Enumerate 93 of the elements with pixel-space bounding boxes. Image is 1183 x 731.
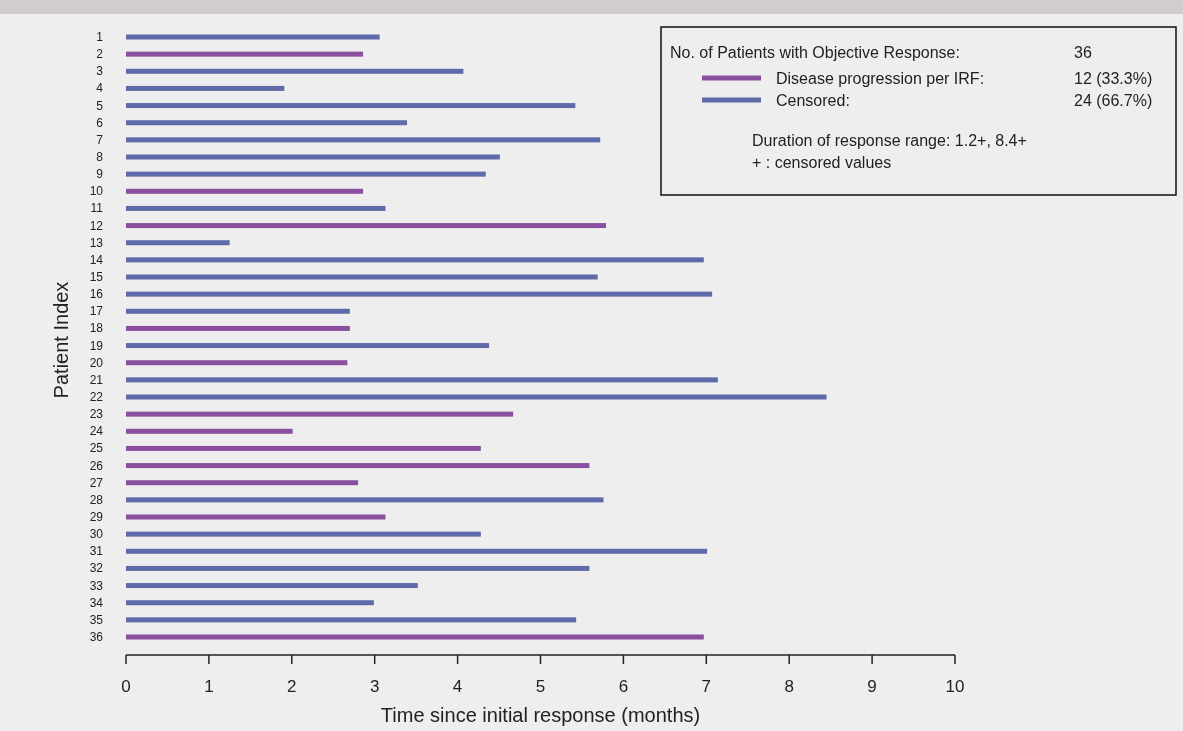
bar [126, 51, 364, 57]
bar [126, 463, 590, 469]
y-tick-label: 20 [89, 355, 104, 370]
text: 24 (66.7%) [1074, 92, 1153, 109]
y-tick-label: 3 [96, 64, 104, 79]
x-tick-label: 2 [287, 677, 297, 696]
legend-label: Censored: [776, 92, 850, 109]
x-tick-label: 0 [121, 677, 131, 696]
y-tick-label: 27 [89, 475, 104, 490]
y-tick-label: 17 [89, 304, 104, 319]
bar [126, 377, 718, 383]
y-tick-label: 19 [89, 338, 104, 353]
y-tick-label: 30 [89, 527, 104, 542]
y-tick-label: 32 [89, 561, 104, 576]
bar [126, 343, 490, 349]
bar [126, 360, 348, 366]
y-tick-label: 29 [89, 510, 104, 524]
bar [126, 85, 285, 91]
bar [126, 428, 293, 434]
y-tick-label: 6 [96, 115, 104, 130]
y-tick-label: 36 [89, 630, 104, 644]
bar [126, 291, 713, 297]
bar [126, 120, 408, 126]
y-tick-label: 35 [89, 612, 104, 627]
legend-title: No. of Patients with Objective Response: [670, 44, 960, 61]
bar [126, 497, 604, 503]
y-tick-label: 18 [89, 321, 104, 336]
x-tick-label: 7 [701, 677, 712, 696]
y-tick-label: 15 [89, 270, 104, 284]
bar [126, 583, 418, 589]
x-tick-label: 1 [204, 677, 214, 696]
x-tick-label: 3 [369, 677, 380, 696]
x-tick-label: 8 [784, 677, 794, 696]
text: 12 (33.3%) [1074, 70, 1153, 87]
y-tick-label: 1 [96, 30, 104, 44]
x-tick-label: 6 [618, 677, 629, 696]
y-tick-label: 2 [96, 47, 104, 62]
bar [126, 171, 486, 177]
bar [126, 514, 386, 520]
bar [126, 548, 708, 554]
bar [126, 617, 577, 623]
bar [126, 445, 481, 451]
y-tick-label: 25 [89, 441, 104, 456]
y-tick-label: 28 [89, 492, 104, 507]
y-tick-label: 13 [89, 235, 104, 250]
bar [126, 188, 364, 194]
bar [126, 394, 827, 400]
bar [126, 240, 230, 246]
bar [126, 223, 606, 229]
bar [126, 257, 704, 263]
bar [126, 480, 359, 486]
legend-label: Disease progression per IRF: [776, 70, 985, 87]
bar [126, 565, 590, 571]
annotation: Duration of response range: 1.2+, 8.4+ [752, 132, 1027, 149]
text: 36 [1074, 44, 1092, 61]
y-tick-label: 10 [89, 184, 104, 199]
bar [126, 411, 514, 417]
y-tick-label: 31 [89, 544, 104, 559]
y-tick-label: 26 [89, 458, 104, 473]
y-tick-label: 9 [96, 167, 104, 182]
annotation: + : censored values [752, 154, 892, 171]
y-tick-label: 12 [89, 218, 104, 233]
y-tick-label: 24 [89, 424, 104, 439]
y-tick-label: 14 [89, 252, 104, 267]
y-axis-title: Patient Index [50, 281, 72, 399]
y-tick-label: 8 [96, 150, 104, 164]
bar [126, 137, 601, 143]
bar [126, 634, 704, 640]
bar [126, 531, 481, 537]
y-tick-label: 34 [89, 595, 104, 610]
bar [126, 68, 464, 74]
y-tick-label: 16 [89, 287, 104, 302]
x-tick-label: 5 [535, 677, 546, 696]
x-tick-label: 4 [452, 677, 463, 696]
bar [126, 600, 374, 606]
y-tick-label: 11 [90, 201, 104, 216]
bar [126, 274, 598, 280]
y-tick-label: 22 [89, 390, 104, 404]
bar [126, 205, 386, 211]
x-tick-label: 10 [945, 677, 965, 696]
y-tick-label: 5 [96, 98, 104, 113]
bar [126, 103, 576, 109]
bar [126, 308, 350, 314]
x-axis-title: Time since initial response (months) [380, 704, 701, 726]
y-tick-label: 7 [96, 132, 104, 147]
y-tick-label: 4 [96, 81, 104, 96]
y-tick-label: 33 [89, 578, 104, 593]
bar [126, 34, 380, 40]
bar [126, 325, 350, 331]
bar [126, 154, 500, 160]
y-tick-label: 21 [89, 372, 104, 387]
x-tick-label: 9 [867, 677, 877, 696]
y-tick-label: 23 [89, 407, 104, 422]
